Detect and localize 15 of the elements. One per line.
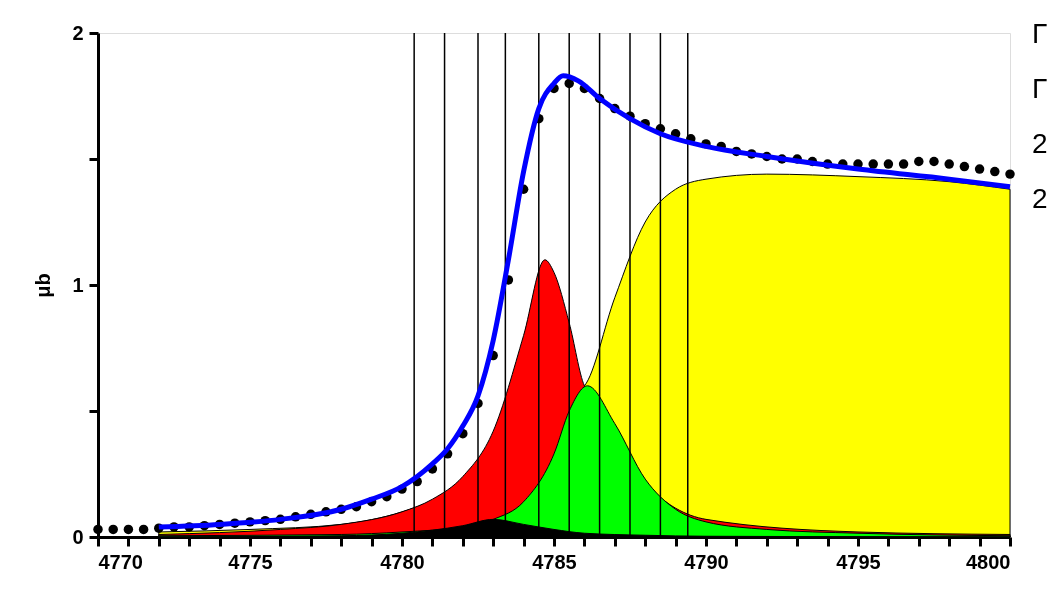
- text: 2: [1032, 183, 1048, 214]
- y-tick-label: 1: [72, 273, 84, 296]
- text: Γ: [1032, 73, 1048, 104]
- text: 2: [1032, 128, 1048, 159]
- x-tick-label: 4770: [98, 550, 143, 573]
- y-tick-label: 0: [72, 525, 84, 548]
- text: Γ: [1032, 18, 1048, 49]
- y-tick-label: 2: [72, 21, 84, 44]
- x-tick-label: 4775: [228, 550, 273, 573]
- y-axis-title: μb: [32, 273, 55, 298]
- x-tick-label: 4795: [836, 550, 881, 573]
- x-tick-label: 4780: [380, 550, 425, 573]
- x-tick-label: 4790: [684, 550, 729, 573]
- x-tick-label: 4800: [966, 550, 1011, 573]
- x-tick-label: 4785: [532, 550, 577, 573]
